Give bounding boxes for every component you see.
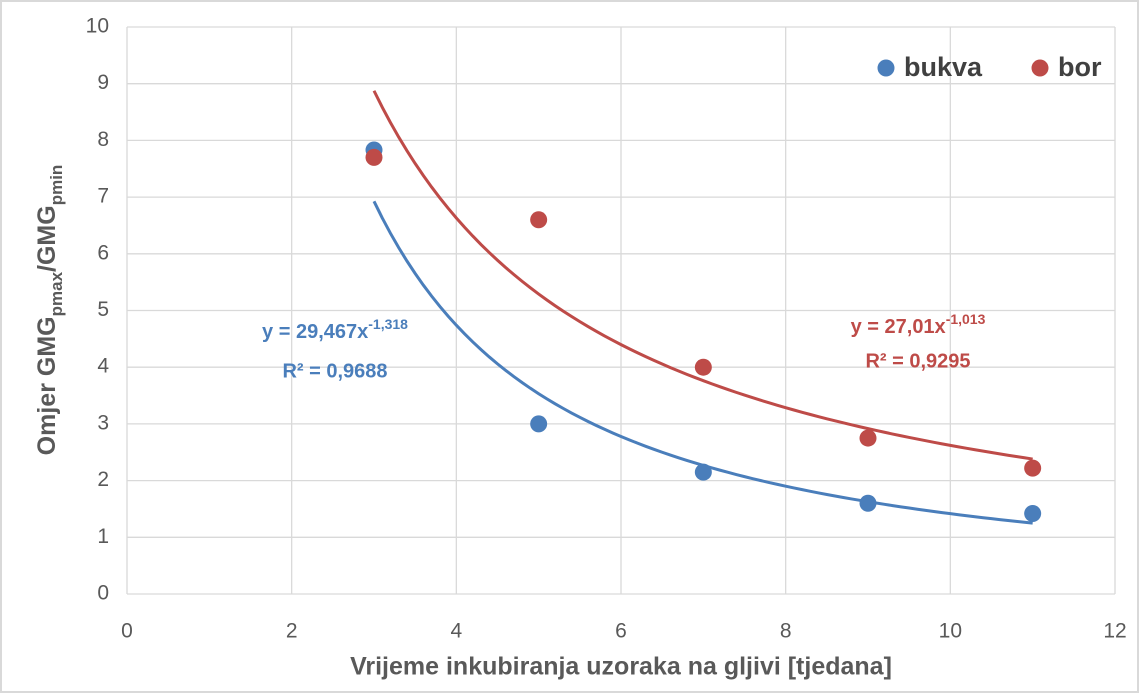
- y-axis-title-part: pmax: [47, 271, 66, 316]
- y-tick-label: 1: [97, 525, 109, 548]
- y-tick-label: 10: [86, 15, 109, 38]
- x-tick-label: 8: [780, 620, 792, 643]
- y-tick-label: 2: [97, 468, 109, 491]
- y-tick-label: 6: [97, 241, 109, 264]
- equation-exponent: -1,318: [368, 316, 408, 332]
- y-tick-label: 5: [97, 298, 109, 321]
- y-tick-label: 9: [97, 71, 109, 94]
- y-axis-title-part: Omjer GMG: [33, 316, 61, 455]
- point: [859, 494, 877, 512]
- trendline: [372, 90, 1033, 461]
- equation-text: y = 27,01x: [851, 316, 946, 338]
- equation-exponent: -1,013: [946, 311, 986, 327]
- y-tick-label: 4: [97, 355, 109, 378]
- r-squared: R² = 0,9295: [865, 350, 970, 372]
- y-tick-label: 0: [97, 582, 109, 605]
- y-tick-label: 3: [97, 411, 109, 434]
- point: [365, 148, 383, 166]
- y-axis-title-part: /GMG: [33, 205, 61, 272]
- y-tick-label: 7: [97, 185, 109, 208]
- point: [1024, 459, 1042, 477]
- x-tick-label: 6: [615, 620, 627, 643]
- legend-marker: [877, 59, 895, 77]
- r-squared: R² = 0,9688: [282, 360, 387, 382]
- legend-label: bor: [1058, 52, 1102, 82]
- trendline-equation: y = 27,01x-1,013: [851, 311, 986, 339]
- x-tick-label: 2: [286, 620, 298, 643]
- equation-text: y = 29,467x: [262, 321, 368, 343]
- point: [530, 211, 548, 229]
- point: [694, 358, 712, 376]
- y-axis-title: Omjer GMGpmax/GMGpmin: [33, 165, 66, 456]
- y-axis-title-part: pmin: [47, 165, 66, 206]
- y-tick-label: 8: [97, 128, 109, 151]
- x-tick-label: 0: [121, 620, 133, 643]
- legend-label: bukva: [904, 52, 983, 82]
- x-axis-title: Vrijeme inkubiranja uzoraka na gljivi [t…: [350, 653, 892, 681]
- point: [694, 463, 712, 481]
- trendline-equation: y = 29,467x-1,318: [262, 316, 408, 344]
- x-tick-label: 4: [450, 620, 462, 643]
- point: [1024, 504, 1042, 522]
- legend-marker: [1031, 59, 1049, 77]
- point: [859, 429, 877, 447]
- x-tick-label: 12: [1103, 620, 1126, 643]
- x-tick-label: 10: [939, 620, 962, 643]
- point: [530, 415, 548, 433]
